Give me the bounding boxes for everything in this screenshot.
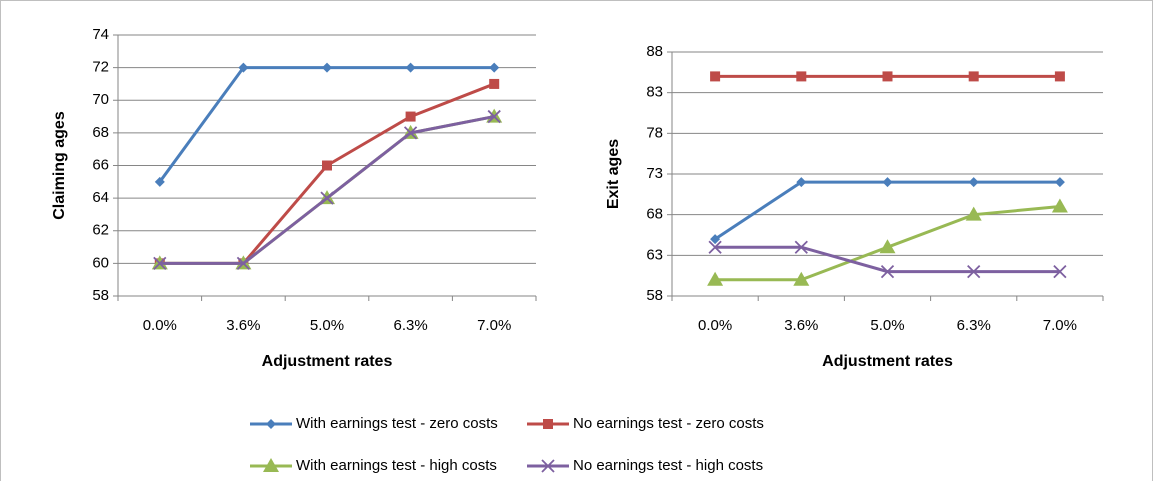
x-tick-label: 5.0% [870, 317, 904, 334]
y-tick-label: 83 [646, 84, 663, 101]
x-tick-label: 0.0% [698, 317, 732, 334]
marker [796, 71, 807, 82]
marker [882, 71, 893, 82]
y-axis-label: Claiming ages [51, 111, 68, 220]
marker [403, 126, 418, 140]
x-tick-label: 7.0% [1043, 317, 1077, 334]
y-tick-label: 58 [646, 287, 663, 304]
marker [322, 160, 332, 171]
marker [322, 62, 332, 73]
y-tick-label: 70 [92, 91, 109, 108]
y-tick-label: 62 [92, 222, 109, 239]
marker [880, 264, 895, 279]
y-tick-label: 73 [646, 165, 663, 182]
y-tick-label: 88 [646, 43, 663, 60]
marker [710, 71, 721, 82]
x-tick-label: 6.3% [957, 317, 991, 334]
marker [154, 176, 165, 187]
y-tick-label: 66 [92, 156, 109, 173]
marker [153, 256, 167, 271]
marker [1053, 264, 1067, 279]
marker [965, 206, 982, 221]
y-tick-label: 58 [92, 287, 109, 304]
marker [541, 459, 555, 473]
marker [708, 240, 722, 254]
marker [794, 240, 808, 254]
marker [266, 419, 276, 429]
marker [543, 419, 553, 429]
x-tick-label: 5.0% [310, 317, 344, 334]
legend-label: With earnings test - zero costs [296, 415, 498, 432]
y-tick-label: 64 [92, 189, 109, 206]
marker [405, 62, 416, 73]
y-tick-label: 72 [92, 59, 109, 76]
y-tick-label: 68 [92, 124, 109, 141]
marker [707, 271, 724, 286]
x-tick-label: 3.6% [784, 317, 818, 334]
legend-label: No earnings test - zero costs [573, 415, 764, 432]
marker [882, 177, 893, 188]
marker [489, 78, 500, 89]
marker [320, 191, 334, 205]
marker [405, 111, 416, 122]
x-tick-label: 7.0% [477, 317, 511, 334]
marker [1054, 177, 1065, 188]
marker [263, 458, 279, 472]
marker [796, 177, 807, 188]
x-tick-label: 6.3% [393, 317, 427, 334]
marker [968, 71, 979, 82]
marker [967, 264, 981, 279]
x-axis-label: Adjustment rates [262, 353, 393, 370]
y-axis-label: Exit ages [605, 139, 622, 209]
y-tick-label: 60 [92, 254, 109, 271]
y-tick-label: 78 [646, 124, 663, 141]
marker [1054, 71, 1065, 82]
marker [1051, 198, 1068, 213]
marker [489, 62, 500, 73]
legend-label: With earnings test - high costs [296, 457, 497, 474]
x-tick-label: 3.6% [226, 317, 260, 334]
marker [238, 62, 249, 73]
legend-label: No earnings test - high costs [573, 457, 763, 474]
marker [879, 239, 896, 254]
y-tick-label: 74 [92, 26, 109, 43]
marker [710, 234, 721, 245]
x-tick-label: 0.0% [143, 317, 177, 334]
marker [793, 271, 810, 286]
y-tick-label: 63 [646, 246, 663, 263]
y-tick-label: 68 [646, 206, 663, 223]
marker [236, 256, 251, 271]
x-axis-label: Adjustment rates [822, 353, 953, 370]
marker [968, 177, 979, 188]
marker [487, 109, 501, 124]
